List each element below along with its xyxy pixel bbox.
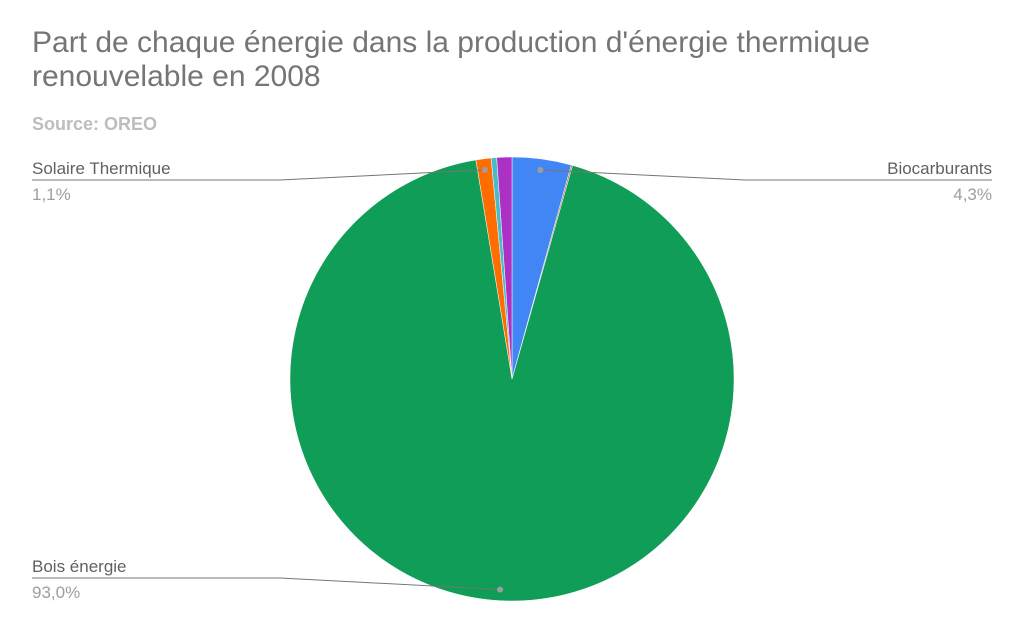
pie-slice [289,159,735,602]
chart-title: Part de chaque énergie dans la productio… [32,26,870,93]
slice-value-label: 93,0% [32,583,80,602]
slice-label: Bois énergie [32,557,127,576]
leader-dot [497,586,504,593]
pie-slice [496,156,513,380]
chart-subtitle: Source: OREO [32,114,158,134]
leader-dot [481,166,488,173]
leader-dot [537,167,544,174]
leader-line [32,169,485,181]
slice-label: Solaire Thermique [32,159,171,178]
slice-label: Biocarburants [887,159,992,178]
leader-line [32,577,501,591]
slice-value-label: 4,3% [953,185,992,204]
slice-value-label: 1,1% [32,185,71,204]
leader-line [540,169,992,181]
